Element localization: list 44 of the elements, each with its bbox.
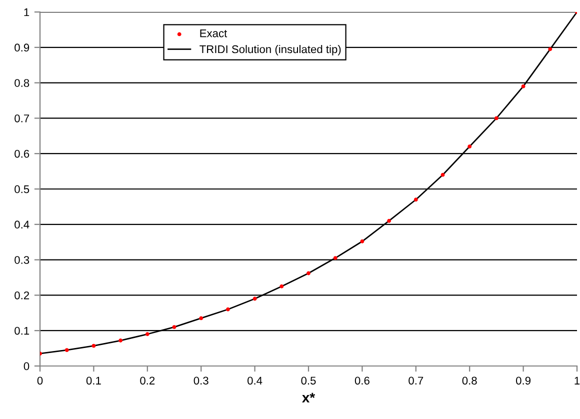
point (468, 144, 472, 148)
legend-label: Exact (200, 29, 228, 38)
x-tick-label: 0.8 (462, 376, 477, 385)
y-tick-label: 0.3 (14, 256, 30, 264)
x-tick-label: 0 (37, 376, 43, 385)
y-tick-label: 0.8 (14, 79, 30, 87)
x-tick-label: 0.3 (194, 376, 208, 385)
point (414, 198, 418, 202)
x-tick-label: 0.9 (516, 376, 530, 385)
x-tick-label: 0.6 (354, 376, 370, 385)
x-tick-label: 0.7 (408, 376, 424, 385)
point (521, 84, 526, 88)
x-tick-label: 0.1 (86, 376, 101, 385)
point (440, 172, 445, 177)
x-tick-label: 0.4 (248, 376, 262, 385)
point (92, 344, 96, 348)
point (226, 307, 230, 312)
y-tick-label: 0.2 (14, 291, 30, 300)
point (118, 338, 123, 342)
point (306, 271, 310, 276)
point (199, 316, 204, 320)
y-tick-label: 0.4 (14, 220, 30, 229)
y-tick-label: 0 (24, 362, 30, 370)
point (280, 284, 284, 288)
x-tick-label: 1 (574, 376, 580, 384)
point (145, 332, 150, 336)
x-axis-title: x* (302, 392, 316, 402)
y-tick-label: 0.7 (14, 114, 30, 122)
y-tick-label: 0.5 (14, 185, 30, 194)
y-tick-label: 0.9 (14, 44, 30, 52)
point (64, 348, 69, 352)
point (360, 239, 364, 244)
point (252, 296, 257, 301)
point (494, 116, 498, 120)
point (548, 47, 552, 52)
point (333, 256, 338, 260)
legend-label: TRIDI Solution (insulated tip) (200, 44, 341, 56)
point (172, 325, 176, 330)
x-tick-label: 0.5 (301, 376, 316, 385)
y-tick-label: 0.1 (14, 326, 30, 335)
x-tick-label: 0.2 (140, 376, 155, 385)
y-tick-label: 1 (24, 8, 30, 16)
point (387, 218, 392, 223)
y-tick-label: 0.6 (14, 150, 30, 158)
